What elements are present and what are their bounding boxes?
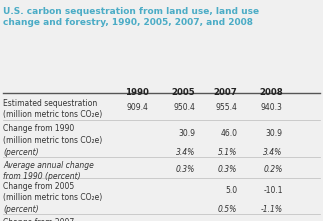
Text: Estimated sequestration
(million metric tons CO₂e): Estimated sequestration (million metric …: [3, 99, 102, 119]
Text: 2008: 2008: [259, 88, 283, 97]
Text: 955.4: 955.4: [215, 103, 237, 112]
Text: 950.4: 950.4: [173, 103, 195, 112]
Text: 5.0: 5.0: [225, 186, 237, 195]
Text: 5.1%: 5.1%: [218, 148, 237, 157]
Text: Change from 2007
(million metric tons CO₂e): Change from 2007 (million metric tons CO…: [3, 218, 102, 221]
Text: 1990: 1990: [125, 88, 149, 97]
Text: 46.0: 46.0: [220, 129, 237, 138]
Text: 940.3: 940.3: [261, 103, 283, 112]
Text: 3.4%: 3.4%: [176, 148, 195, 157]
Text: Change from 1990
(million metric tons CO₂e): Change from 1990 (million metric tons CO…: [3, 124, 102, 145]
Text: U.S. carbon sequestration from land use, land use
change and forestry, 1990, 200: U.S. carbon sequestration from land use,…: [3, 7, 259, 27]
Text: 0.3%: 0.3%: [176, 165, 195, 174]
Text: 909.4: 909.4: [127, 103, 149, 112]
Text: Change from 2005
(million metric tons CO₂e): Change from 2005 (million metric tons CO…: [3, 182, 102, 202]
Text: 30.9: 30.9: [178, 129, 195, 138]
Text: 0.2%: 0.2%: [263, 165, 283, 174]
Text: (percent): (percent): [3, 205, 39, 214]
Text: 30.9: 30.9: [266, 129, 283, 138]
Text: 0.5%: 0.5%: [218, 205, 237, 214]
Text: -10.1: -10.1: [263, 186, 283, 195]
Text: 2007: 2007: [214, 88, 237, 97]
Text: Average annual change
from 1990 (percent): Average annual change from 1990 (percent…: [3, 161, 94, 181]
Text: 2005: 2005: [172, 88, 195, 97]
Text: 0.3%: 0.3%: [218, 165, 237, 174]
Text: (percent): (percent): [3, 148, 39, 157]
Text: 3.4%: 3.4%: [263, 148, 283, 157]
Text: -1.1%: -1.1%: [261, 205, 283, 214]
